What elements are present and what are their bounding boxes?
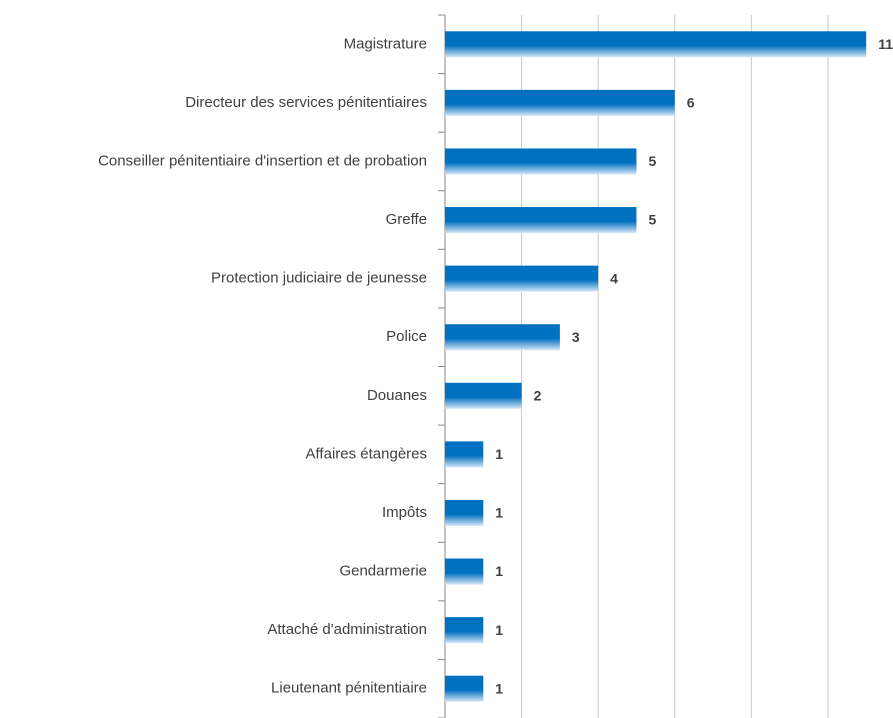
category-label: Magistrature bbox=[344, 35, 427, 52]
category-label: Police bbox=[386, 328, 427, 345]
value-label: 11 bbox=[878, 36, 893, 52]
value-label: 1 bbox=[495, 622, 503, 638]
bar bbox=[445, 265, 599, 292]
value-label: 1 bbox=[495, 563, 503, 579]
category-label: Impôts bbox=[382, 504, 427, 521]
category-label: Douanes bbox=[367, 387, 427, 404]
bar bbox=[445, 31, 867, 58]
value-label: 3 bbox=[572, 329, 580, 345]
category-label: Greffe bbox=[386, 211, 427, 228]
bar bbox=[445, 441, 484, 468]
value-label: 1 bbox=[495, 680, 503, 696]
bar bbox=[445, 382, 522, 409]
category-label: Attaché d'administration bbox=[267, 621, 427, 638]
value-label: 1 bbox=[495, 505, 503, 521]
bar bbox=[445, 617, 484, 644]
bar bbox=[445, 207, 637, 234]
category-label: Protection judiciaire de jeunesse bbox=[211, 270, 427, 287]
bar bbox=[445, 675, 484, 702]
category-label: Affaires étangères bbox=[306, 445, 427, 462]
value-label: 5 bbox=[648, 212, 656, 228]
bar bbox=[445, 148, 637, 175]
bar bbox=[445, 499, 484, 526]
value-label: 4 bbox=[610, 270, 618, 286]
category-label: Directeur des services pénitentiaires bbox=[185, 94, 427, 111]
category-label: Conseiller pénitentiaire d'insertion et … bbox=[98, 152, 427, 169]
bar bbox=[445, 89, 675, 116]
value-label: 6 bbox=[687, 95, 695, 111]
value-label: 5 bbox=[648, 153, 656, 169]
value-label: 2 bbox=[534, 387, 542, 403]
bar bbox=[445, 558, 484, 585]
category-label: Gendarmerie bbox=[339, 563, 427, 580]
value-label: 1 bbox=[495, 446, 503, 462]
bar bbox=[445, 324, 560, 351]
category-label: Lieutenant pénitentiaire bbox=[271, 680, 427, 697]
